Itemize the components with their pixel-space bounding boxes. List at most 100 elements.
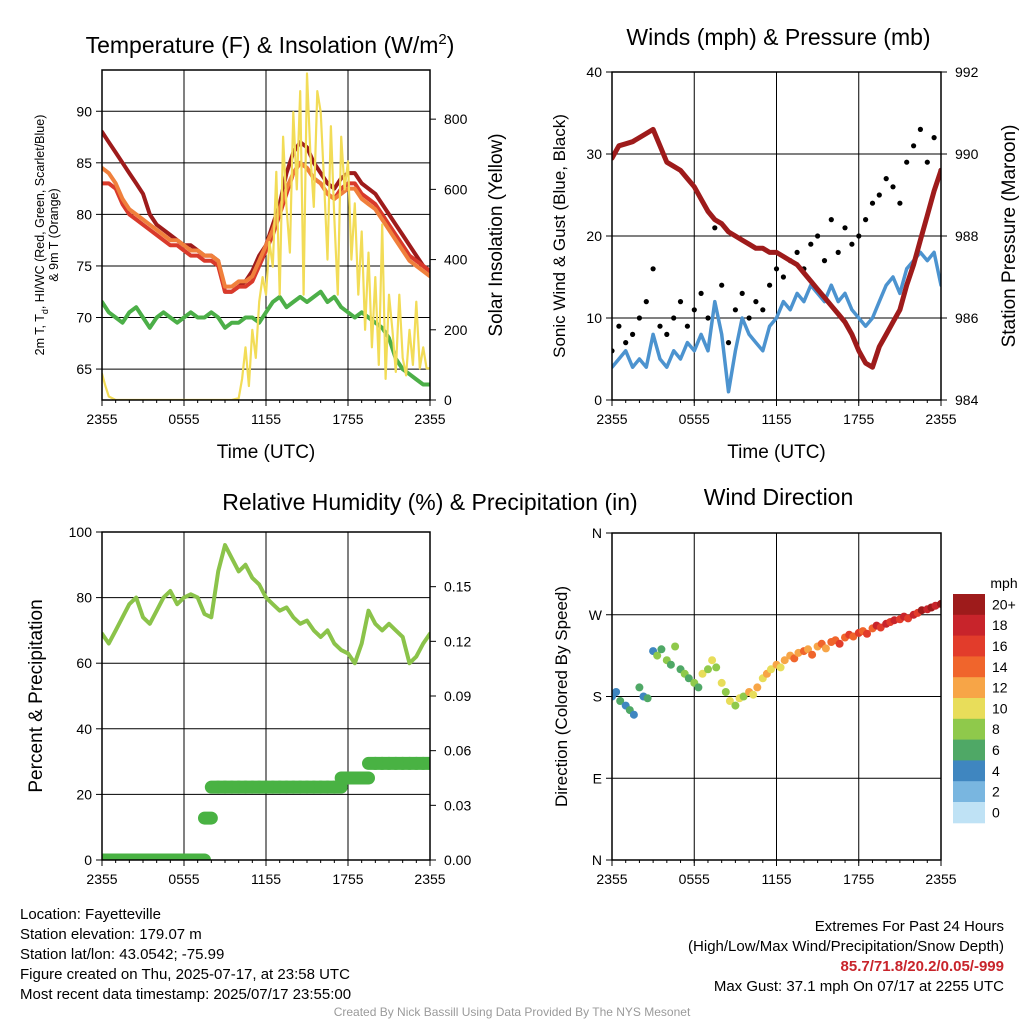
y-tick-label: 10 [586,310,602,326]
legend-swatch [953,739,985,761]
direction-point [780,656,789,665]
gust-point [753,299,759,305]
gust-point [897,200,903,206]
legend-swatch [953,656,985,678]
gust-point [863,217,869,223]
y-tick-label: S [593,689,602,705]
insolation-line [102,72,430,400]
legend-swatch [953,594,985,616]
y-tick-label: 70 [76,310,92,326]
y-tick-label: W [589,607,603,623]
y-axis-label: Direction (Colored By Speed) [552,586,571,807]
y-right-tick-label: 0.00 [444,852,471,868]
direction-point [653,651,662,660]
pressure-line [612,126,941,370]
gust-point [767,282,773,288]
gust-point [684,323,691,329]
direction-point [725,697,734,705]
direction-point [643,694,652,703]
gust-point [780,274,787,280]
gust-point [712,225,718,231]
direction-point [671,642,680,651]
legend-swatch [953,635,985,657]
direction-point [708,656,717,665]
direction-point [721,688,730,696]
y-tick-label: E [593,770,602,786]
y-right-axis-label-text: Solar Insolation (Yellow) [486,133,507,336]
y-right-tick-label: 986 [955,310,979,326]
gust-point [677,299,684,305]
x-tick-label: 1755 [843,411,874,427]
gust-point [671,315,677,321]
extremes-values: 85.7/71.8/20.2/0.05/-999 [840,958,1004,975]
plot-area [612,599,941,719]
x-tick-label: 0555 [168,411,199,427]
legend-swatch [953,781,985,803]
gust-point [931,135,937,141]
direction-point [635,683,644,692]
y-right-tick-label: 992 [955,64,979,80]
legend-label: 4 [992,763,1000,779]
y-right-axis-label: Solar Insolation (Yellow) [486,133,507,336]
y-tick-label: 80 [76,590,92,606]
x-tick-label: 2355 [925,871,956,887]
latlon-text: Station lat/lon: 43.0542; -75.99 [20,946,225,963]
x-tick-label: 1155 [761,411,791,427]
x-tick-label: 1755 [843,871,874,887]
x-tick-label: 2355 [86,411,117,427]
temperature-insolation-chart: 2355 0555 1155 1755 2355 65 70 75 80 85 90 0 200 400 6… [33,31,507,463]
direction-point [612,688,621,696]
legend-label: 6 [992,742,1000,758]
gust-point [664,331,670,337]
gust-point [828,217,834,223]
chart-title: Wind Direction [704,484,854,510]
direction-point [712,663,721,672]
legend-swatch [953,718,985,741]
direction-point [684,674,693,683]
x-tick-label: 2355 [925,411,956,427]
plot-frame [101,531,431,861]
gust-point [815,233,821,239]
legend-label: 0 [992,804,1000,820]
x-tick-label: 1755 [332,411,363,427]
gust-point [719,282,725,288]
direction-point [767,665,775,674]
gust-point [821,258,828,264]
gust-point [924,159,930,165]
legend-label: 10 [992,700,1008,716]
y-tick-label: 85 [76,155,92,171]
gust-point [616,323,622,329]
temperature-line [102,289,430,387]
gust-point [808,241,814,247]
gust-point [650,266,656,272]
x-axis-label: Time (UTC) [217,442,316,463]
direction-point [835,639,844,648]
y-right-tick-label: 0.15 [444,579,471,595]
gust-point [725,340,732,346]
direction-point [704,665,712,674]
y-axis-label: Percent & Precipitation [26,599,47,792]
y-tick-label: 30 [586,146,602,162]
gust-point [876,192,882,198]
legend-title: mph [990,575,1017,591]
y-tick-label: 65 [76,361,92,377]
y-right-axis-label-text: Station Pressure (Maroon) [999,125,1020,348]
x-tick-label: 2355 [414,871,445,887]
y-tick-label: 75 [76,258,92,274]
y-axis-label-text: Sonic Wind & Gust (Blue, Black) [550,114,569,358]
y-right-tick-label: 0.03 [444,797,471,813]
gust-point [842,225,848,231]
gust-point [849,241,855,247]
legend-label: 16 [992,638,1008,654]
humidity-precipitation-chart: 2355 0555 1155 1755 2355 0 20 40 60 80 100 0.00 0.03… [26,489,638,887]
winds-pressure-chart: 2355 0555 1155 1755 2355 0 10 20 30 40 984 986 988 99… [550,24,1020,463]
x-tick-label: 2355 [596,411,627,427]
chart-title: Winds (mph) & Pressure (mb) [626,24,930,50]
gust-point [657,323,663,329]
gust-point [835,249,841,255]
y-tick-label: 20 [586,228,602,244]
direction-point [749,690,758,699]
extremes-info: Extremes For Past 24 Hours (High/Low/Max… [688,917,1004,997]
y-tick-label: 90 [76,103,92,119]
